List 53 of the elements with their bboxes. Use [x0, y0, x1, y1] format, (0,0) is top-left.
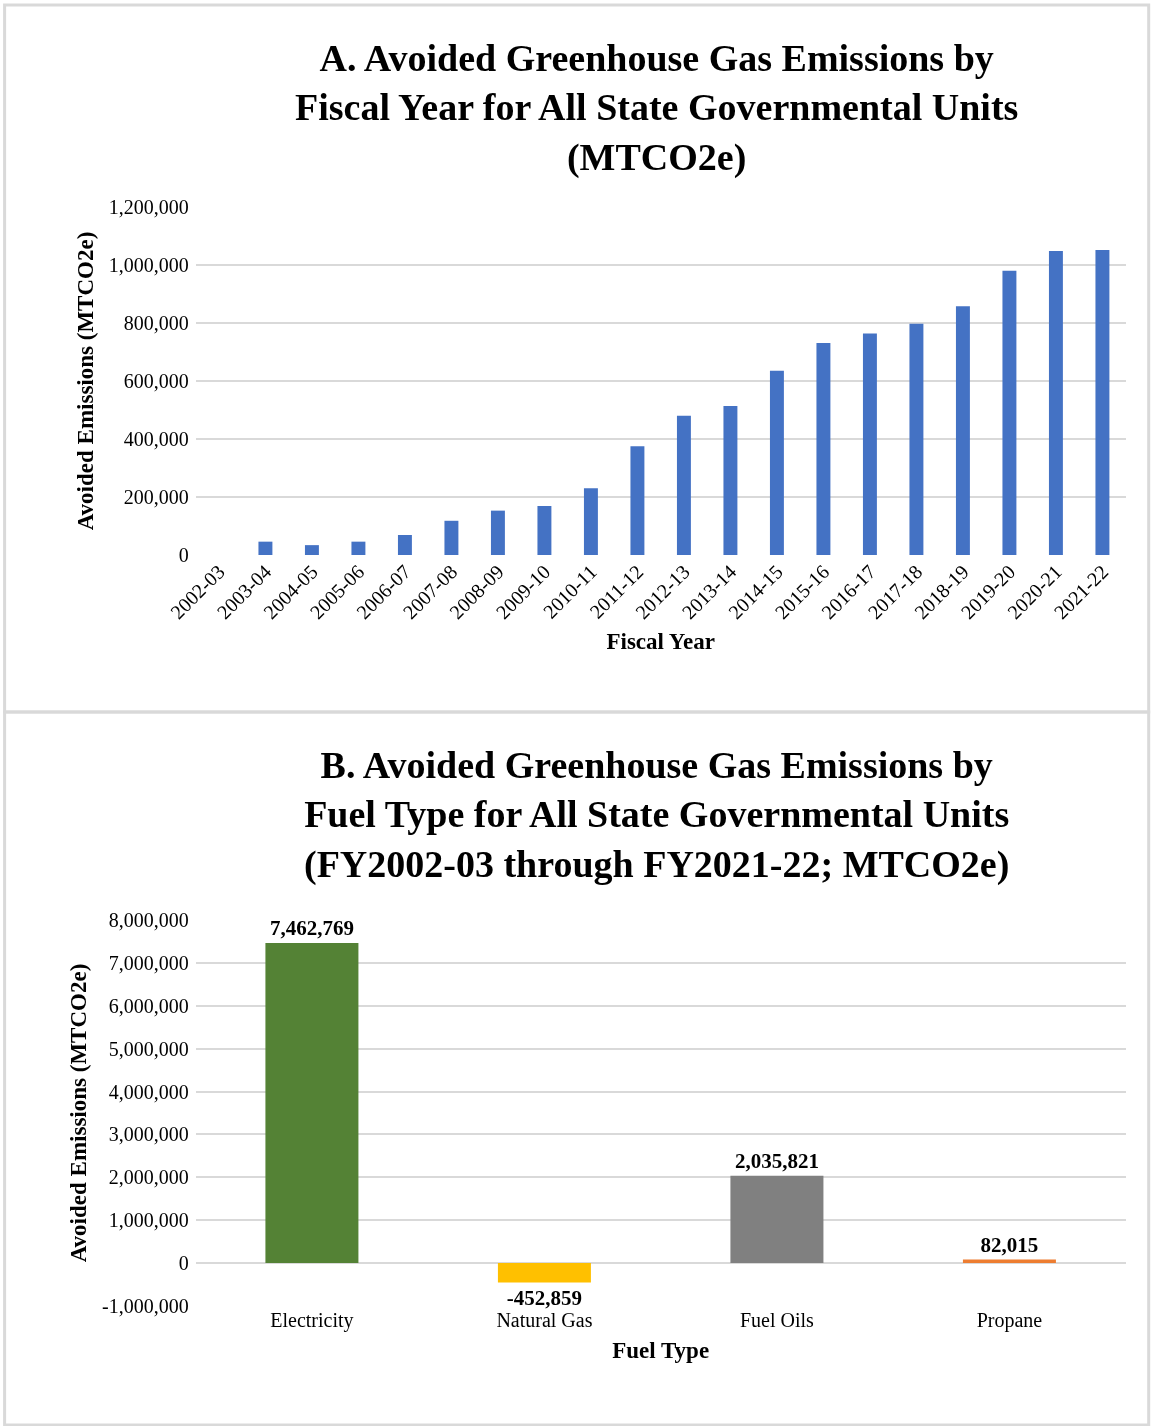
- bar: [537, 505, 552, 555]
- bar: [630, 446, 645, 555]
- y-tick-label: 400,000: [123, 428, 189, 450]
- bar: [1002, 270, 1017, 555]
- y-tick-label: 3,000,000: [108, 1123, 189, 1146]
- x-axis-title: Fiscal Year: [606, 628, 715, 654]
- bar: [1048, 251, 1063, 555]
- y-tick-label: 8,000,000: [108, 909, 189, 931]
- x-tick-label: Electricity: [270, 1309, 354, 1332]
- bar: [769, 370, 784, 555]
- x-tick-label: Fuel Oils: [739, 1309, 815, 1331]
- bar: [397, 534, 412, 555]
- bar: [862, 333, 877, 555]
- bar: [909, 323, 924, 555]
- y-tick-label: 1,000,000: [108, 1209, 189, 1232]
- chart-title: B. Avoided Greenhouse Gas Emissions by Fuel Type for All State Governmental Units (FY2002-03 through FY2021-22; MTCO2e): [304, 744, 1010, 886]
- bar: [444, 520, 459, 555]
- y-tick-label: 6,000,000: [108, 994, 189, 1017]
- y-tick-label: 0: [178, 544, 189, 566]
- x-axis-title: Fuel Type: [612, 1337, 710, 1363]
- chart-title: A. Avoided Greenhouse Gas Emissions by Fiscal Year for All State Governmental Units (MTCO2e): [295, 37, 1019, 179]
- bar: [497, 1263, 591, 1283]
- bar: [304, 545, 319, 555]
- bar: [583, 488, 598, 555]
- bar: [351, 541, 366, 555]
- y-tick-label: 800,000: [123, 312, 189, 334]
- x-tick-label: Propane: [976, 1309, 1043, 1332]
- y-tick-label: 4,000,000: [108, 1080, 189, 1103]
- y-tick-label: 7,000,000: [108, 951, 189, 974]
- bar: [265, 943, 359, 1264]
- bar: [676, 415, 691, 555]
- bar: [1095, 249, 1110, 555]
- y-tick-label: 600,000: [123, 370, 189, 392]
- data-label: 82,015: [980, 1232, 1039, 1257]
- bar: [816, 343, 831, 555]
- x-tick-label: Natural Gas: [496, 1309, 593, 1331]
- data-label: 2,035,821: [734, 1148, 819, 1173]
- bar: [490, 510, 505, 555]
- y-tick-label: 5,000,000: [108, 1037, 189, 1060]
- y-tick-label: 200,000: [123, 486, 189, 508]
- y-tick-label: 1,200,000: [108, 196, 189, 218]
- y-tick-label: 2,000,000: [108, 1166, 189, 1189]
- bar: [258, 541, 273, 555]
- data-label: 7,462,769: [269, 916, 354, 941]
- bar: [723, 405, 738, 555]
- bar: [955, 306, 970, 555]
- data-label: -452,859: [506, 1285, 583, 1310]
- y-tick-label: 0: [178, 1252, 189, 1275]
- bar: [730, 1175, 824, 1264]
- y-tick-label: -1,000,000: [102, 1295, 189, 1317]
- y-tick-label: 1,000,000: [108, 254, 189, 276]
- y-axis-title: Avoided Emissions (MTCO2e): [66, 963, 92, 1263]
- y-axis-title: Avoided Emissions (MTCO2e): [73, 231, 99, 531]
